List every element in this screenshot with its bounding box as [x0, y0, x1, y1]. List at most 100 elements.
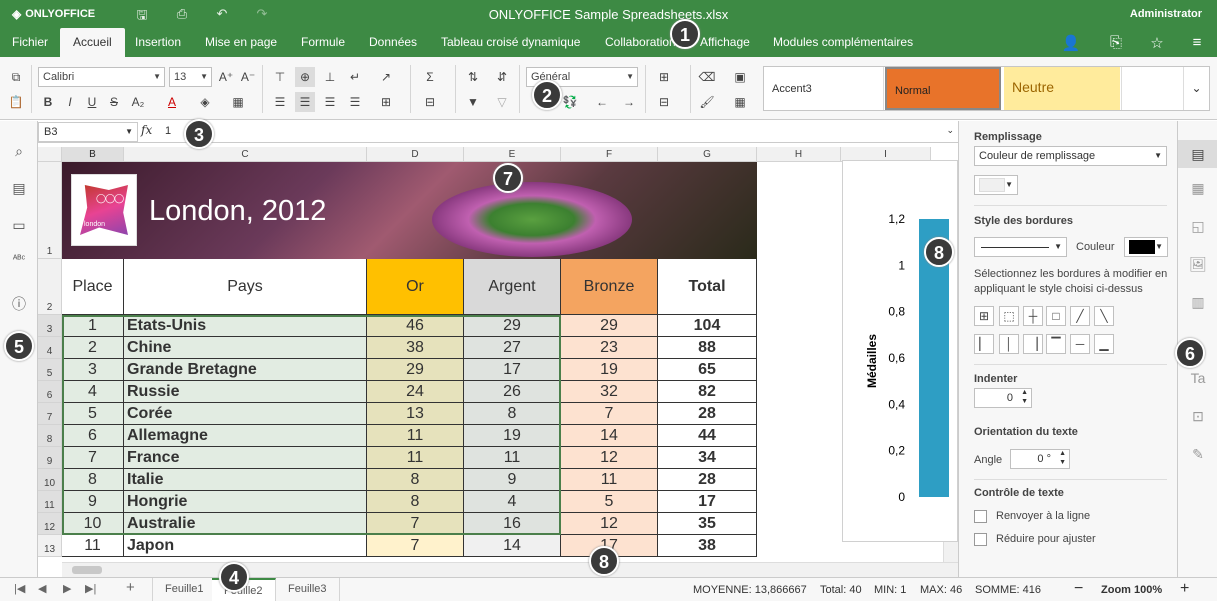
strikethrough-icon[interactable]: S — [109, 95, 118, 109]
border-inner-icon[interactable]: ┼ — [1023, 306, 1043, 326]
clear-icon[interactable]: ⌫ — [698, 70, 716, 84]
zoom-out-icon[interactable]: − — [1074, 580, 1084, 597]
border-left-icon[interactable]: ▏ — [974, 334, 994, 354]
cell-place[interactable]: 10 — [62, 513, 124, 535]
cell-place[interactable]: 7 — [62, 447, 124, 469]
cell-bronze[interactable]: 14 — [561, 425, 658, 447]
copy-style-icon[interactable]: 🖌 — [699, 95, 715, 109]
shrink-checkbox[interactable] — [974, 533, 987, 546]
sheet-tab-feuille3[interactable]: Feuille3 — [276, 578, 340, 601]
row-header-10[interactable]: 10 — [38, 469, 62, 491]
cell-bronze[interactable]: 7 — [561, 403, 658, 425]
header-cell-total[interactable]: Total — [658, 259, 757, 315]
sort-ascending-icon[interactable]: ⇅ — [467, 70, 479, 84]
row-header-12[interactable]: 12 — [38, 513, 62, 535]
cell-pays[interactable]: Japon — [124, 535, 367, 557]
cell-total[interactable]: 28 — [658, 469, 757, 491]
style-neutre[interactable]: Neutre — [1004, 67, 1120, 110]
save-icon[interactable]: 🖫 — [136, 7, 148, 22]
delete-cells-icon[interactable]: ⊟ — [658, 95, 670, 109]
conditional-format-icon[interactable]: ▣ — [734, 70, 746, 84]
row-header-7[interactable]: 7 — [38, 403, 62, 425]
name-box[interactable]: B3 ▼ — [38, 122, 138, 142]
tab-affichage[interactable]: Affichage — [700, 35, 750, 49]
cell-pays[interactable]: Corée — [124, 403, 367, 425]
format-table-icon[interactable]: ▦ — [734, 95, 746, 109]
cell-total[interactable]: 104 — [658, 315, 757, 337]
tab-formule[interactable]: Formule — [301, 35, 346, 49]
bold-icon[interactable]: B — [43, 95, 53, 109]
fill-color-icon[interactable]: ◈ — [200, 95, 210, 109]
col-header-c[interactable]: C — [124, 147, 367, 162]
cell-place[interactable]: 4 — [62, 381, 124, 403]
cell-argent[interactable]: 19 — [464, 425, 561, 447]
insert-cells-icon[interactable]: ⊞ — [658, 70, 670, 84]
increase-font-icon[interactable]: A⁺ — [218, 70, 234, 84]
align-center-icon[interactable]: ☰ — [295, 92, 315, 112]
font-color-icon[interactable]: A — [167, 95, 176, 109]
align-right-icon[interactable]: ☰ — [324, 95, 336, 109]
style-accent3[interactable]: Accent3 — [764, 67, 884, 110]
row-header-11[interactable]: 11 — [38, 491, 62, 513]
insert-function-icon[interactable]: ⊟ — [424, 95, 436, 109]
cell-total[interactable]: 38 — [658, 535, 757, 557]
cell-pays[interactable]: Australie — [124, 513, 367, 535]
clear-filter-icon[interactable]: ▽ — [497, 95, 507, 109]
merge-cells-icon[interactable]: ⊞ — [380, 95, 392, 109]
header-cell-argent[interactable]: Argent — [464, 259, 561, 315]
filter-icon[interactable]: ▼ — [467, 95, 479, 109]
header-cell-bronze[interactable]: Bronze — [561, 259, 658, 315]
currency-icon[interactable]: 💱 — [562, 95, 578, 109]
tab-modules[interactable]: Modules complémentaires — [773, 35, 914, 49]
cell-pays[interactable]: Etats-Unis — [124, 315, 367, 337]
tab-mise-en-page[interactable]: Mise en page — [205, 35, 278, 49]
search-icon[interactable]: ⌕ — [15, 143, 23, 159]
open-location-icon[interactable]: ⎘ — [1109, 34, 1122, 51]
formula-input[interactable]: 1 — [165, 125, 172, 137]
angle-spinner[interactable]: 0 ° ▲ ▼ — [1010, 449, 1070, 469]
font-size-select[interactable]: 13 ▼ — [169, 67, 212, 87]
tab-accueil[interactable]: Accueil — [60, 28, 125, 57]
cell-bronze[interactable]: 11 — [561, 469, 658, 491]
medals-chart[interactable]: 1,2 1 0,8 0,6 0,4 0,2 0 Médailles — [842, 160, 958, 542]
border-all-icon[interactable]: ⊞ — [974, 306, 994, 326]
signature-settings-icon[interactable]: ✎ — [1192, 446, 1204, 462]
table-settings-icon[interactable]: ▦ — [1191, 180, 1205, 196]
border-color-picker[interactable]: ▼ — [1124, 237, 1168, 257]
chart-settings-icon[interactable]: ▥ — [1191, 294, 1205, 310]
decrease-font-icon[interactable]: A⁻ — [240, 70, 256, 84]
pivot-settings-icon[interactable]: ⊡ — [1192, 408, 1204, 424]
last-sheet-icon[interactable]: ▶| — [85, 583, 97, 595]
zoom-level[interactable]: Zoom 100% — [1101, 584, 1163, 596]
border-none-icon[interactable]: ⬚ — [999, 306, 1019, 326]
horizontal-scrollbar[interactable] — [62, 562, 958, 577]
styles-expand-icon[interactable]: ⌄ — [1183, 67, 1209, 110]
cell-or[interactable]: 8 — [367, 469, 464, 491]
cell-place[interactable]: 1 — [62, 315, 124, 337]
cell-total[interactable]: 65 — [658, 359, 757, 381]
underline-icon[interactable]: U — [87, 95, 97, 109]
cell-or[interactable]: 7 — [367, 535, 464, 557]
add-sheet-icon[interactable]: + — [126, 579, 135, 596]
row-header-3[interactable]: 3 — [38, 315, 62, 337]
copy-icon[interactable]: ⧉ — [11, 70, 21, 84]
borders-icon[interactable]: ▦ — [232, 95, 244, 109]
cell-bronze[interactable]: 29 — [561, 315, 658, 337]
border-outer-icon[interactable]: □ — [1046, 306, 1066, 326]
border-horizontal-icon[interactable]: ─ — [1070, 334, 1090, 354]
cell-argent[interactable]: 9 — [464, 469, 561, 491]
cell-bronze[interactable]: 5 — [561, 491, 658, 513]
align-left-icon[interactable]: ☰ — [274, 95, 286, 109]
add-user-icon[interactable]: 👤 — [1061, 35, 1081, 52]
cell-total[interactable]: 82 — [658, 381, 757, 403]
user-name[interactable]: Administrator — [1129, 8, 1202, 20]
cell-or[interactable]: 8 — [367, 491, 464, 513]
text-art-settings-icon[interactable]: Ta — [1190, 370, 1206, 386]
cell-place[interactable]: 3 — [62, 359, 124, 381]
style-empty[interactable] — [1121, 67, 1183, 110]
cell-bronze[interactable]: 12 — [561, 513, 658, 535]
cell-pays[interactable]: Russie — [124, 381, 367, 403]
tab-collaboration[interactable]: Collaboration — [605, 35, 676, 49]
favorite-star-icon[interactable]: ☆ — [1150, 35, 1164, 52]
cell-total[interactable]: 17 — [658, 491, 757, 513]
